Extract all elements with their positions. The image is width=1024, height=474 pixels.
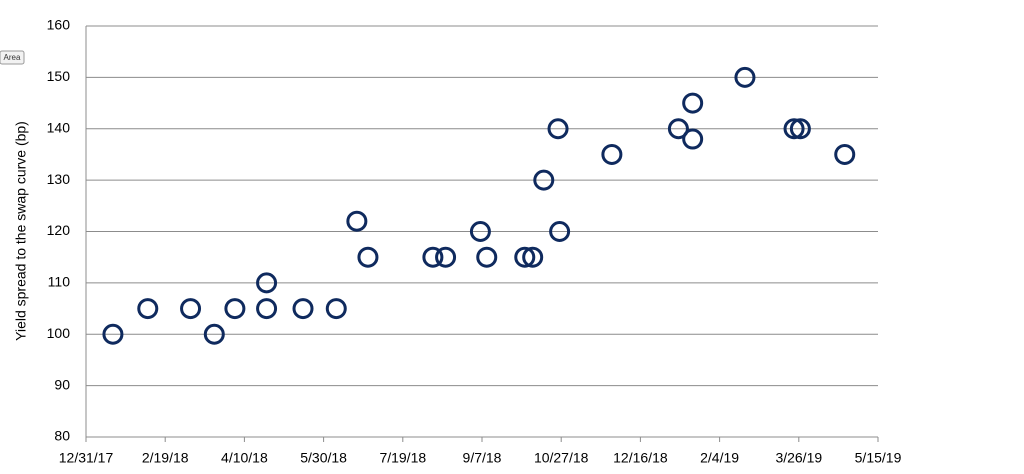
point <box>256 298 278 320</box>
point <box>137 298 159 320</box>
y-tick-label: 100 <box>47 325 71 341</box>
point <box>789 118 811 140</box>
x-tick-label: 5/15/19 <box>855 450 902 466</box>
y-tick-label: 160 <box>47 17 71 33</box>
y-tick-label: 130 <box>47 171 71 187</box>
y-tick-label: 110 <box>48 274 71 290</box>
point <box>325 298 347 320</box>
point <box>549 221 571 242</box>
y-tick-label: 80 <box>54 428 70 444</box>
x-tick-label: 3/26/19 <box>775 450 822 466</box>
x-tick-label: 12/16/18 <box>613 450 668 466</box>
point <box>469 221 491 242</box>
point <box>601 143 623 165</box>
x-tick-label: 4/10/18 <box>221 450 268 466</box>
y-tick-label: 90 <box>54 376 70 392</box>
x-tick-label: 2/4/19 <box>700 450 739 466</box>
point <box>547 118 569 140</box>
point <box>224 298 246 320</box>
point <box>667 118 689 140</box>
point <box>102 323 124 345</box>
point <box>203 323 225 345</box>
point <box>522 246 544 268</box>
point <box>256 272 278 294</box>
point <box>734 66 756 88</box>
x-tick-label: 12/31/17 <box>59 450 114 466</box>
point <box>435 246 457 268</box>
y-tick-label: 140 <box>47 119 71 135</box>
point <box>533 169 555 191</box>
point <box>357 246 379 268</box>
point <box>422 246 444 268</box>
point <box>292 298 314 320</box>
point <box>346 210 368 232</box>
x-tick-label: 10/27/18 <box>534 450 589 466</box>
x-tick-label: 2/19/18 <box>142 450 189 466</box>
area-button-label[interactable]: Area <box>4 53 21 62</box>
point <box>682 128 704 150</box>
point <box>834 143 856 165</box>
point <box>514 246 536 268</box>
area-button[interactable] <box>0 50 25 65</box>
point <box>783 118 805 140</box>
point <box>682 92 704 114</box>
point <box>476 246 498 268</box>
x-tick-label: 9/7/18 <box>463 450 502 466</box>
y-tick-label: 150 <box>47 68 71 84</box>
y-tick-label: 120 <box>47 222 71 238</box>
y-axis-label: Yield spread to the swap curve (bp) <box>13 121 29 341</box>
x-tick-label: 5/30/18 <box>300 450 347 466</box>
point <box>180 298 202 320</box>
x-tick-label: 7/19/18 <box>379 450 426 466</box>
